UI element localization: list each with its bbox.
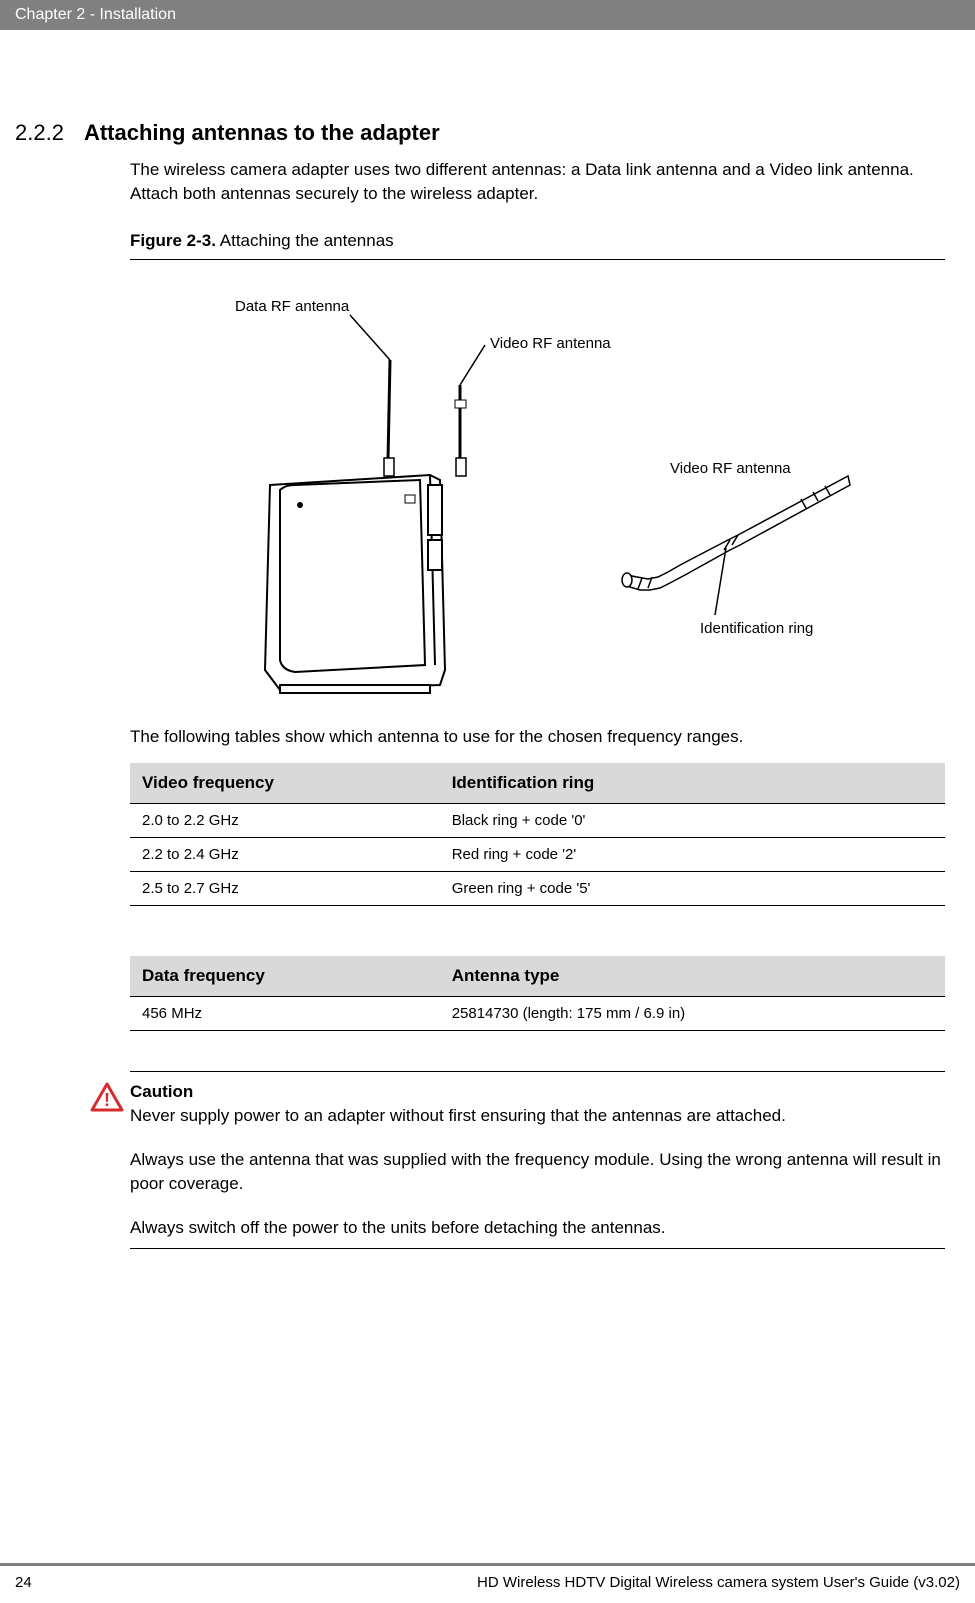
page-number: 24 bbox=[15, 1574, 32, 1591]
figure-label: Figure 2-3. bbox=[130, 231, 216, 250]
adapter-diagram-svg bbox=[130, 290, 960, 710]
figure-caption-text: Attaching the antennas bbox=[216, 231, 394, 250]
caution-para-1: Never supply power to an adapter without… bbox=[130, 1104, 945, 1128]
data-frequency-table: Data frequency Antenna type 456 MHz 2581… bbox=[130, 956, 945, 1031]
video-frequency-table: Video frequency Identification ring 2.0 … bbox=[130, 763, 945, 906]
caution-para-2: Always use the antenna that was supplied… bbox=[130, 1148, 945, 1196]
figure-diagram: Data RF antenna Video RF antenna Video R… bbox=[130, 290, 945, 710]
table-cell: 2.5 to 2.7 GHz bbox=[130, 872, 440, 906]
table2-header-1: Data frequency bbox=[130, 956, 440, 997]
chapter-header: Chapter 2 - Installation bbox=[0, 0, 975, 30]
label-data-rf: Data RF antenna bbox=[235, 298, 349, 315]
chapter-title: - Installation bbox=[85, 6, 176, 23]
table-cell: 2.2 to 2.4 GHz bbox=[130, 838, 440, 872]
doc-title: HD Wireless HDTV Digital Wireless camera… bbox=[477, 1574, 960, 1591]
tables-intro: The following tables show which antenna … bbox=[130, 725, 945, 749]
chapter-number: Chapter 2 bbox=[15, 6, 85, 23]
table-cell: 25814730 (length: 175 mm / 6.9 in) bbox=[440, 997, 945, 1031]
table1-header-1: Video frequency bbox=[130, 763, 440, 804]
caution-rule-bottom bbox=[130, 1248, 945, 1249]
caution-block: ! Caution Never supply power to an adapt… bbox=[90, 1071, 945, 1248]
intro-paragraph: The wireless camera adapter uses two dif… bbox=[130, 158, 945, 206]
table1-header-2: Identification ring bbox=[440, 763, 945, 804]
caution-rule-top bbox=[130, 1071, 945, 1072]
svg-text:!: ! bbox=[104, 1090, 110, 1110]
figure-caption: Figure 2-3. Attaching the antennas bbox=[130, 231, 960, 251]
section-title: Attaching antennas to the adapter bbox=[84, 120, 440, 146]
caution-icon: ! bbox=[90, 1082, 124, 1247]
label-id-ring: Identification ring bbox=[700, 620, 813, 637]
label-video-rf-1: Video RF antenna bbox=[490, 335, 611, 352]
label-video-rf-2: Video RF antenna bbox=[670, 460, 791, 477]
table-cell: Red ring + code '2' bbox=[440, 838, 945, 872]
caution-title: Caution bbox=[130, 1082, 945, 1102]
caution-para-3: Always switch off the power to the units… bbox=[130, 1216, 945, 1240]
table-cell: 456 MHz bbox=[130, 997, 440, 1031]
table-row: 2.2 to 2.4 GHz Red ring + code '2' bbox=[130, 838, 945, 872]
table2-header-2: Antenna type bbox=[440, 956, 945, 997]
section-number: 2.2.2 bbox=[15, 120, 64, 146]
table-cell: Green ring + code '5' bbox=[440, 872, 945, 906]
page-footer: 24 HD Wireless HDTV Digital Wireless cam… bbox=[0, 1563, 975, 1603]
table-row: 2.5 to 2.7 GHz Green ring + code '5' bbox=[130, 872, 945, 906]
section-heading: 2.2.2 Attaching antennas to the adapter bbox=[15, 120, 960, 146]
table-cell: 2.0 to 2.2 GHz bbox=[130, 804, 440, 838]
table-row: 456 MHz 25814730 (length: 175 mm / 6.9 i… bbox=[130, 997, 945, 1031]
table-row: 2.0 to 2.2 GHz Black ring + code '0' bbox=[130, 804, 945, 838]
figure-rule bbox=[130, 259, 945, 260]
table-cell: Black ring + code '0' bbox=[440, 804, 945, 838]
